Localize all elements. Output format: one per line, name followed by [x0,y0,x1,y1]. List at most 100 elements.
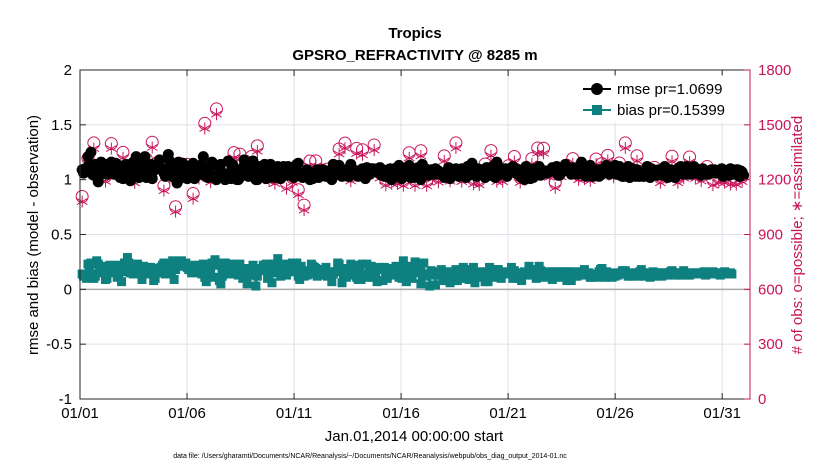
y-tick-label: 1.5 [51,117,72,134]
bias-point [86,258,96,268]
bias-point [264,268,274,278]
y-right-tick-label: 0 [758,391,766,408]
asterisk-stroke [292,191,304,199]
assimilated-obs-marker [187,192,199,205]
asterisk-stroke [619,144,631,152]
bias-point [122,253,132,263]
bias-point [416,279,426,289]
bias-point [276,271,286,281]
asterisk-stroke [421,182,433,190]
asterisk-stroke [468,180,479,188]
assimilated-obs-marker [281,182,293,195]
asterisk-stroke [357,151,368,159]
assimilated-obs-marker [105,142,117,155]
bias-point [436,265,446,275]
x-tick-label: 01/11 [276,405,312,422]
asterisk-stroke [538,149,549,157]
legend-box [576,75,744,123]
bias-point [398,256,408,266]
asterisk-stroke [532,149,544,157]
bias-point [82,273,92,283]
bias-point [267,278,277,288]
bias-point [128,269,138,279]
bias-point [356,274,366,284]
bias-point [419,258,429,268]
asterisk-stroke [724,180,736,188]
assimilated-obs-marker [549,181,561,194]
x-axis-label: Jan.01,2014 00:00:00 start [325,428,504,445]
bias-point [201,277,211,287]
bias-point [251,281,261,291]
rmse-point [85,146,97,158]
bias-point [229,260,239,270]
bias-point [312,271,322,281]
asterisk-stroke [76,198,88,206]
asterisk-stroke [403,154,415,162]
bias-point [464,274,474,284]
assimilated-obs-marker [333,148,345,161]
x-tick-label: 01/06 [168,405,206,422]
assimilated-obs-marker [450,142,462,155]
rmse-point [139,151,151,163]
y-tick-label: -1 [59,391,72,408]
bias-point [84,263,94,273]
asterisk-stroke [146,144,158,151]
asterisk-stroke [438,157,450,165]
asterisk-stroke [251,147,263,155]
legend-rmse-label: rmse pr=1.0699 [617,81,722,98]
bias-point [593,272,603,282]
asterisk-stroke [281,185,293,193]
bias-point [137,274,147,284]
bias-point [468,262,478,272]
bias-point [98,261,108,271]
y-axis-right-label: # of obs: o=possible; ∗=assimilated [789,116,806,355]
asterisk-stroke [199,125,211,132]
bias-point [410,257,420,267]
asterisk-stroke [415,152,427,160]
bias-point [343,270,353,280]
asterisk-stroke [397,182,409,190]
legend-bias-label: bias pr=0.15399 [617,102,725,119]
asterisk-stroke [333,150,345,158]
assimilated-obs-marker [158,184,170,197]
bias-point [337,278,347,288]
y-right-tick-label: 1500 [758,117,791,134]
asterisk-stroke [485,152,497,160]
asterisk-stroke [719,179,731,187]
bias-point [425,281,435,291]
bias-point [347,262,357,272]
bias-point [198,259,208,269]
assimilated-obs-marker [170,205,182,218]
y-tick-label: 0 [64,281,72,298]
bias-point [483,277,493,287]
legend-bias-marker [592,105,602,115]
chart-title: Tropics [388,25,441,42]
assimilated-obs-marker [211,108,222,121]
bias-point [216,279,226,289]
bias-point [321,262,331,272]
bias-point [213,260,223,270]
legend-rmse-marker [591,83,603,95]
bias-point [239,263,249,273]
bias-point [517,276,527,286]
assimilated-obs-marker [357,148,368,161]
asterisk-stroke [368,146,380,154]
assimilated-obs-marker [199,122,211,135]
bias-point [150,273,160,283]
y-tick-label: -0.5 [46,336,72,353]
bias-point [209,272,219,282]
bias-point [117,277,127,287]
asterisk-stroke [339,144,351,152]
chart-subtitle: GPSRO_REFRACTIVITY @ 8285 m [292,47,537,64]
asterisk-stroke [631,157,643,165]
bias-point [327,277,337,287]
asterisk-stroke [187,195,199,203]
asterisk-stroke [170,208,182,216]
bias-point [451,265,461,275]
bias-point [401,277,411,287]
rmse-point [238,154,250,166]
bias-point [305,268,315,278]
bias-point [407,273,417,283]
bias-point [252,271,262,281]
